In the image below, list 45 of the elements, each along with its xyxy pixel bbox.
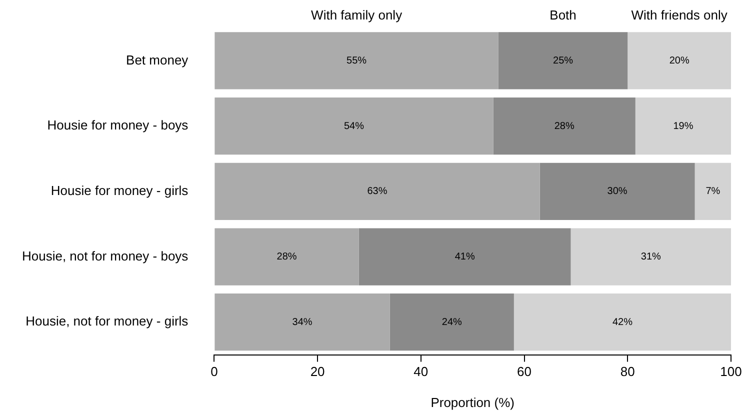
- x-tick-label: 0: [210, 364, 218, 380]
- bar: [493, 97, 636, 155]
- bar: [498, 32, 628, 90]
- y-tick-label: Housie for money - boys: [47, 118, 189, 133]
- x-axis-title: Proportion (%): [430, 394, 514, 410]
- y-tick-label: Bet money: [126, 52, 189, 68]
- bar: [214, 97, 494, 155]
- bar: [214, 228, 359, 286]
- bar: [358, 228, 571, 286]
- bar: [514, 294, 731, 351]
- x-tick-label: 80: [620, 364, 635, 380]
- bar: [214, 32, 498, 90]
- x-tick-label: 40: [414, 364, 428, 380]
- data-label: 7%: [706, 186, 720, 198]
- bar: [214, 162, 540, 220]
- bar: [635, 97, 731, 155]
- data-label: 55%: [346, 55, 367, 66]
- data-label: 25%: [553, 55, 574, 66]
- data-label: 42%: [612, 316, 633, 328]
- data-label: 34%: [292, 316, 312, 328]
- data-label: 63%: [367, 186, 388, 198]
- data-label: 24%: [442, 316, 462, 328]
- bar: [214, 294, 390, 351]
- series-label: Both: [550, 8, 576, 23]
- x-tick-label: 20: [310, 364, 325, 380]
- bar: [390, 294, 514, 351]
- bar: [540, 162, 695, 220]
- bar: [570, 228, 731, 286]
- data-label: 19%: [673, 120, 694, 132]
- data-label: 20%: [669, 55, 690, 66]
- x-tick-label: 60: [517, 364, 532, 380]
- data-label: 28%: [554, 120, 574, 132]
- x-tick-label: 100: [720, 364, 742, 380]
- data-label: 54%: [344, 120, 364, 132]
- data-label: 30%: [607, 186, 628, 198]
- y-tick-label: Housie, not for money - boys: [22, 248, 189, 264]
- series-label: With friends only: [631, 8, 728, 23]
- series-label: With family only: [311, 8, 403, 23]
- data-label: 31%: [640, 252, 662, 263]
- data-label: 28%: [276, 252, 297, 263]
- bar: [628, 32, 731, 90]
- bar: [694, 162, 731, 220]
- data-label: 41%: [454, 252, 475, 263]
- y-tick-label: Housie, not for money - girls: [26, 314, 189, 329]
- y-tick-label: Housie for money - girls: [50, 182, 189, 198]
